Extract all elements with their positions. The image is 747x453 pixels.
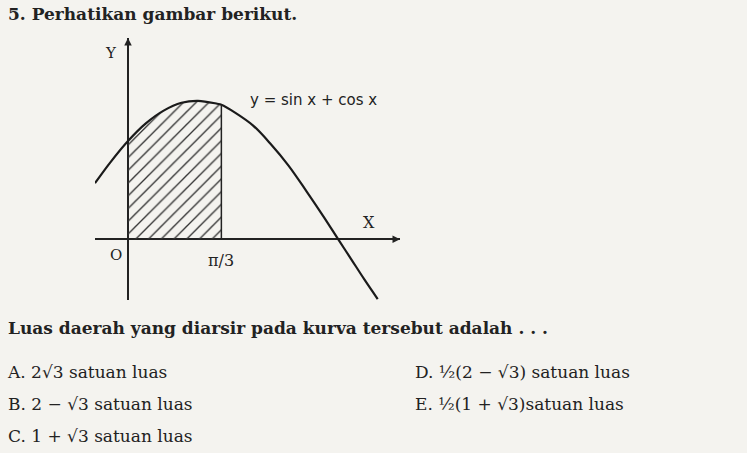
html-text:Luas daerah yang diarsir pada: Luas daerah yang diarsir pada kurva ters… (8, 318, 548, 338)
svg-text:y = sin x + cos x: y = sin x + cos x (250, 91, 377, 109)
svg-text:Y: Y (105, 44, 117, 62)
html-text:E. ½(1 + √3)satuan luas: E. ½(1 + √3)satuan luas (415, 394, 624, 414)
html-text:B. 2 − √3 satuan luas: B. 2 − √3 satuan luas (8, 394, 193, 414)
html-text:5. Perhatikan gambar berikut.: 5. Perhatikan gambar berikut. (8, 4, 298, 24)
html-text:A. 2√3 satuan luas: A. 2√3 satuan luas (8, 362, 168, 382)
html-text:D. ½(2 − √3) satuan luas: D. ½(2 − √3) satuan luas (415, 362, 630, 382)
svg-text:π/3: π/3 (208, 251, 234, 270)
html-text:C. 1 + √3 satuan luas: C. 1 + √3 satuan luas (8, 426, 193, 446)
svg-text:O: O (110, 246, 122, 264)
svg-text:X: X (363, 213, 375, 232)
